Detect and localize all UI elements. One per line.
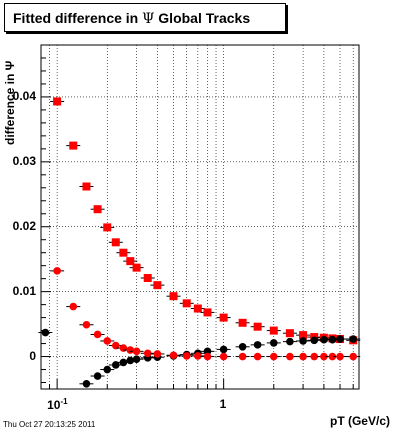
data-point-circle bbox=[253, 352, 262, 361]
y-tick-label: 0 bbox=[29, 348, 36, 363]
datestamp: Thu Oct 27 20:13:25 2011 bbox=[3, 420, 96, 429]
data-point-circle bbox=[126, 346, 135, 354]
y-tick-label: 0.03 bbox=[12, 153, 36, 168]
data-point-circle bbox=[69, 302, 78, 311]
data-point-circle bbox=[119, 358, 128, 367]
data-point-circle bbox=[286, 337, 294, 346]
data-point-square bbox=[132, 263, 141, 272]
data-point-square bbox=[119, 248, 128, 257]
data-point-square bbox=[93, 205, 102, 214]
series-2 bbox=[50, 267, 361, 361]
data-point-circle bbox=[328, 335, 337, 344]
data-point-circle bbox=[203, 347, 212, 356]
data-point-circle bbox=[203, 352, 212, 361]
x-axis-label: pT (GeV/c) bbox=[329, 414, 390, 428]
data-point-circle bbox=[111, 361, 120, 369]
data-point-square bbox=[153, 281, 162, 290]
data-point-circle bbox=[336, 352, 344, 361]
data-point-square bbox=[82, 182, 91, 191]
axis-ticks bbox=[41, 57, 354, 389]
data-point-circle bbox=[310, 336, 319, 345]
data-point-circle bbox=[82, 320, 91, 329]
data-point-circle bbox=[269, 352, 278, 361]
data-point-circle bbox=[320, 352, 328, 361]
data-point-circle bbox=[219, 345, 228, 354]
data-point-circle bbox=[299, 352, 307, 361]
plot-frame bbox=[40, 44, 360, 390]
grid-lines bbox=[41, 45, 359, 389]
data-point-square bbox=[143, 274, 152, 283]
data-point-circle bbox=[103, 337, 112, 345]
data-point-circle bbox=[299, 337, 307, 345]
data-point-circle bbox=[82, 380, 91, 388]
data-point-square bbox=[111, 238, 120, 247]
title-text: Fitted difference in bbox=[13, 10, 139, 26]
data-point-circle bbox=[219, 352, 228, 361]
data-point-square bbox=[103, 223, 112, 232]
data-point-circle bbox=[310, 352, 319, 361]
data-point-square bbox=[53, 97, 62, 106]
x-tick-label: 10-1 bbox=[47, 397, 68, 412]
data-point-square bbox=[269, 326, 278, 335]
data-point-circle bbox=[126, 356, 135, 365]
data-point-circle bbox=[238, 343, 247, 351]
data-point-circle bbox=[286, 352, 294, 361]
data-point-circle bbox=[253, 341, 262, 349]
data-point-square bbox=[299, 331, 308, 340]
series-1 bbox=[38, 328, 361, 388]
data-point-circle bbox=[41, 328, 50, 337]
data-point-circle bbox=[349, 352, 358, 361]
data-point-square bbox=[69, 141, 78, 150]
data-point-square bbox=[253, 322, 262, 331]
data-point-square bbox=[193, 304, 202, 313]
series-0 bbox=[50, 97, 361, 345]
data-point-circle bbox=[349, 335, 358, 343]
y-tick-label: 0.04 bbox=[12, 88, 36, 103]
data-point-square bbox=[182, 299, 191, 308]
data-point-square bbox=[203, 308, 212, 317]
data-point-circle bbox=[336, 335, 344, 343]
data-point-circle bbox=[182, 352, 191, 360]
data-point-square bbox=[238, 318, 247, 327]
data-point-circle bbox=[119, 344, 128, 352]
data-point-circle bbox=[169, 351, 178, 360]
data-point-circle bbox=[194, 352, 202, 360]
data-point-circle bbox=[132, 347, 141, 356]
data-point-circle bbox=[143, 349, 152, 358]
data-point-square bbox=[285, 329, 294, 338]
data-point-circle bbox=[238, 352, 247, 361]
x-tick-label: 1 bbox=[219, 397, 227, 411]
data-point-circle bbox=[93, 330, 102, 339]
data-point-circle bbox=[320, 335, 328, 344]
data-point-circle bbox=[328, 352, 337, 361]
chart-title: Fitted difference in Ψ Global Tracks bbox=[13, 10, 250, 27]
data-point-circle bbox=[53, 267, 61, 275]
data-point-circle bbox=[111, 341, 120, 350]
data-point-circle bbox=[93, 372, 102, 380]
data-point-circle bbox=[103, 365, 112, 374]
data-point-circle bbox=[132, 355, 141, 363]
title-box: Fitted difference in Ψ Global Tracks bbox=[4, 3, 286, 32]
data-point-square bbox=[219, 313, 228, 322]
y-tick-label: 0.01 bbox=[12, 283, 36, 298]
data-point-circle bbox=[153, 350, 162, 358]
data-point-circle bbox=[269, 339, 278, 347]
title-suffix: Global Tracks bbox=[158, 10, 251, 26]
data-point-square bbox=[169, 292, 178, 301]
y-tick-label: 0.02 bbox=[12, 218, 36, 233]
data-points bbox=[38, 97, 361, 388]
title-psi-symbol: Ψ bbox=[142, 11, 155, 27]
data-point-square bbox=[126, 257, 135, 266]
